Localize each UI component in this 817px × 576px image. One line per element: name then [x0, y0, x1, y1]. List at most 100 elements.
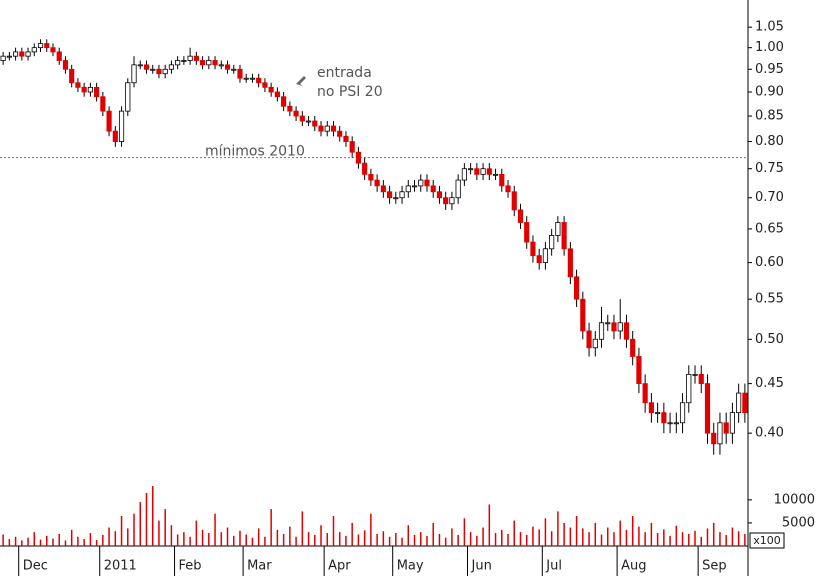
candle-body [536, 255, 542, 263]
candle-body [175, 60, 181, 66]
candle-body [218, 64, 224, 67]
candle-body [511, 191, 517, 211]
candle-body [530, 241, 536, 257]
y-tick-label: 1.00 [755, 40, 784, 55]
candle-body [249, 77, 256, 80]
candle-body [393, 197, 399, 200]
x-tick-label: 2011 [104, 559, 137, 574]
candle-body [287, 105, 293, 112]
y-tick-label: 0.45 [755, 376, 784, 391]
candle-body [717, 422, 723, 445]
candle-body [206, 60, 212, 66]
x-tick-label: Jul [545, 559, 562, 574]
volume-tick-label: 10000 [774, 492, 815, 507]
candle-body [193, 55, 199, 61]
annotation: entrada [317, 65, 372, 81]
y-tick-label: 0.65 [755, 221, 784, 236]
candle-body [411, 185, 418, 188]
candle-body [655, 412, 661, 415]
candle-body [486, 168, 492, 175]
candle-body [143, 64, 150, 70]
candle-body [268, 86, 274, 93]
candle-body [330, 125, 337, 132]
candle-body [19, 51, 25, 57]
candle-body [312, 120, 318, 127]
candle-body [231, 68, 237, 71]
candle-body [25, 51, 31, 57]
candle-body [443, 197, 449, 205]
candle-body [262, 82, 268, 88]
candle-body [343, 135, 349, 142]
candle-body [723, 422, 729, 434]
candle-body [679, 402, 686, 424]
candle-body [592, 338, 598, 349]
y-tick-label: 0.90 [755, 85, 784, 100]
candle-body [305, 120, 312, 123]
candle-body [711, 432, 717, 445]
annotation: no PSI 20 [317, 84, 383, 100]
candle-body [156, 68, 162, 75]
candle-body [580, 298, 586, 332]
candle-body [112, 130, 118, 142]
y-tick-label: 0.75 [755, 161, 784, 176]
x-tick-label: Dec [23, 559, 48, 574]
candle-body [293, 110, 299, 117]
candle-body [6, 55, 12, 58]
candle-body [661, 412, 667, 424]
candle-body [94, 86, 100, 98]
candle-body [212, 60, 218, 66]
candle-body [355, 151, 361, 164]
candle-body [567, 248, 573, 278]
x-tick-label: May [397, 559, 424, 574]
candle-body [424, 179, 430, 187]
candle-body [468, 168, 474, 171]
y-tick-label: 0.55 [755, 292, 784, 307]
volume-unit: x100 [753, 534, 781, 547]
candle-body [13, 51, 19, 57]
x-tick-label: Jun [471, 559, 492, 574]
candle-body [605, 322, 611, 325]
candle-body [636, 356, 642, 385]
y-tick-label: 0.40 [755, 426, 784, 441]
candle-body [555, 222, 561, 236]
candle-body [405, 185, 411, 193]
candle-body [574, 276, 580, 300]
y-tick-label: 0.80 [755, 134, 784, 149]
candle-body [517, 209, 524, 223]
candle-body [56, 51, 62, 61]
candle-body [69, 68, 75, 84]
candle-body [87, 86, 93, 93]
candle-body [698, 373, 704, 385]
candle-body [736, 392, 742, 414]
candle-body [62, 60, 69, 70]
candle-body [337, 130, 343, 137]
candle-body [630, 338, 636, 357]
candle-body [200, 60, 206, 66]
candle-body [349, 141, 355, 153]
candle-body [474, 168, 480, 175]
candle-body [299, 115, 305, 122]
candle-body [436, 191, 443, 199]
candle-body [455, 179, 461, 199]
candle-body [704, 383, 711, 434]
candle-body [387, 191, 393, 199]
candle-body [549, 235, 555, 250]
y-tick-label: 1.05 [755, 20, 784, 35]
y-tick-label: 0.70 [755, 190, 784, 205]
candle-body [237, 68, 243, 79]
candle-body [274, 91, 280, 98]
candle-body [461, 168, 467, 181]
candle-body [131, 64, 137, 84]
candle-body [642, 383, 648, 404]
candle-body [324, 125, 330, 132]
y-tick-label: 0.50 [755, 332, 784, 347]
candle-body [480, 168, 486, 175]
candle-body [243, 77, 249, 80]
candle-body [742, 392, 748, 414]
reference-label: mínimos 2010 [205, 144, 305, 160]
candle-body [187, 55, 193, 61]
x-tick-label: Aug [621, 559, 646, 574]
candle-body [648, 402, 654, 414]
